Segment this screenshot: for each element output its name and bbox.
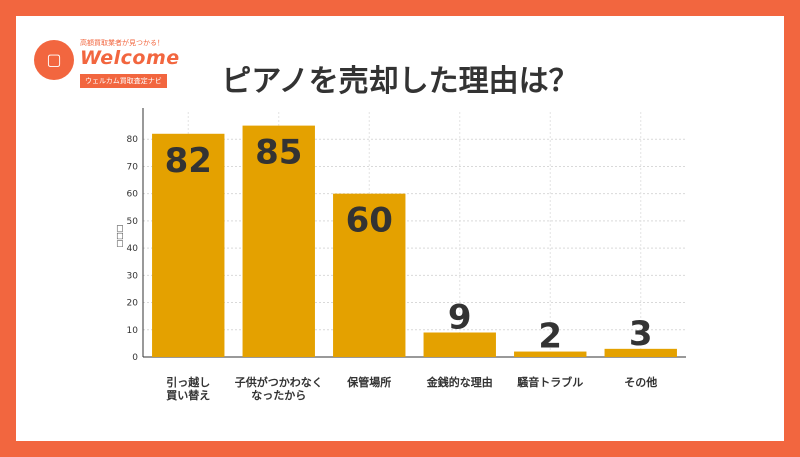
y-tick-label: 10 xyxy=(127,326,139,336)
y-tick-label: 0 xyxy=(132,353,138,363)
y-tick-label: 40 xyxy=(127,244,139,254)
data-label: 3 xyxy=(629,314,653,354)
bar xyxy=(423,332,496,357)
logo-badge: ウェルカム買取査定ナビ xyxy=(80,74,167,88)
card: ▢ 高額買取業者が見つかる！ Welcome ウェルカム買取査定ナビ ピアノを売… xyxy=(16,16,784,441)
x-tick-label: 金銭的な理由 xyxy=(426,375,493,389)
x-tick-label: 買い替え xyxy=(166,388,210,402)
bar xyxy=(604,348,677,357)
bar xyxy=(333,193,406,357)
logo-tagline: 高額買取業者が見つかる！ xyxy=(80,39,164,47)
data-label: 60 xyxy=(346,201,393,241)
page-title: ピアノを売却した理由は？ xyxy=(221,64,579,99)
y-tick-label: 60 xyxy=(127,190,139,200)
bar xyxy=(152,133,225,357)
data-label: 9 xyxy=(448,298,472,338)
x-tick-label: 子供がつかわなく xyxy=(235,375,323,389)
logo-mark-icon: ▢ xyxy=(34,40,74,80)
bar xyxy=(242,125,315,357)
y-tick-label: 20 xyxy=(127,299,139,309)
y-tick-label: 70 xyxy=(127,162,139,172)
y-axis-label: □□□ xyxy=(115,225,124,248)
x-tick-label: 騒音トラブル xyxy=(517,375,583,389)
data-label: 82 xyxy=(165,141,212,181)
data-label: 2 xyxy=(538,317,562,357)
bar xyxy=(514,351,587,357)
y-tick-label: 50 xyxy=(127,217,139,227)
x-tick-label: なったから xyxy=(251,389,306,402)
x-tick-label: 保管場所 xyxy=(346,375,391,389)
data-label: 85 xyxy=(255,133,302,173)
x-tick-label: その他 xyxy=(624,375,657,389)
x-tick-label: 引っ越し xyxy=(166,375,210,389)
logo-wordmark: Welcome xyxy=(80,47,180,69)
y-tick-label: 80 xyxy=(127,135,139,145)
logo[interactable]: ▢ 高額買取業者が見つかる！ Welcome ウェルカム買取査定ナビ xyxy=(34,36,184,96)
y-tick-label: 30 xyxy=(127,271,139,281)
